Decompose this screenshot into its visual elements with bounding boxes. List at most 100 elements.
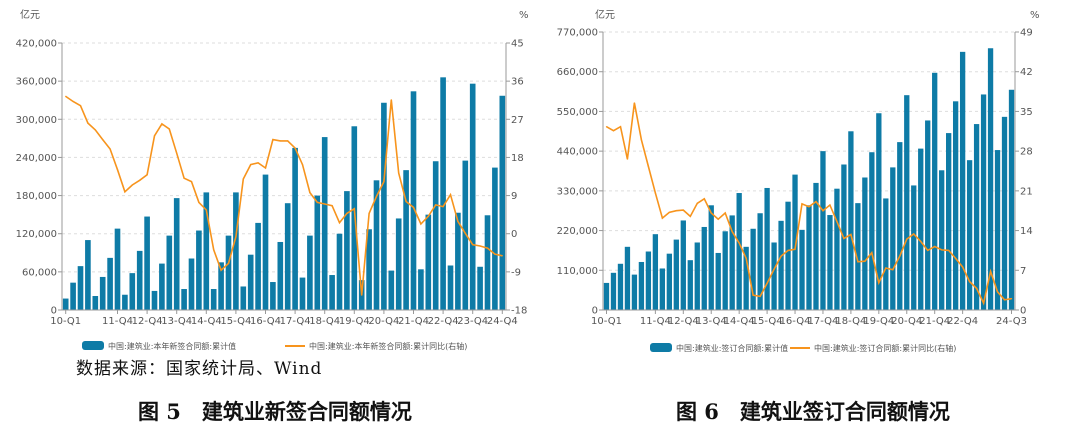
fig5-right-tick-label: -18 <box>511 306 527 317</box>
fig6-bar <box>813 182 819 310</box>
fig6-yoy-point <box>913 233 915 235</box>
fig6-yoy-point <box>766 282 768 284</box>
fig6-bar <box>792 174 798 310</box>
fig5-yoy-point <box>176 152 178 154</box>
fig5-bar <box>166 235 173 310</box>
fig5-yoy-point <box>346 212 348 214</box>
fig5-left-tick-label: 180,000 <box>16 191 57 202</box>
fig5-yoy-point <box>324 203 326 205</box>
fig6-yoy-point <box>808 206 810 208</box>
fig5-bar <box>388 270 395 310</box>
fig6-left-tick-label: 330,000 <box>557 186 598 197</box>
fig5-bar <box>270 282 276 310</box>
fig6-yoy-point <box>934 245 936 248</box>
fig6-yoy-point <box>689 215 691 217</box>
fig6-yoy-point <box>640 139 643 141</box>
fig5-yoy-point <box>139 179 141 181</box>
fig5-bar <box>292 147 298 310</box>
fig5-x-tick-label: 14-Q4 <box>191 316 222 327</box>
fig6-bar <box>624 246 631 310</box>
fig5-bar <box>240 286 247 310</box>
fig5-bar <box>255 222 261 310</box>
fig5-bar <box>277 241 284 310</box>
fig6-bar <box>994 150 1001 310</box>
fig5-left-tick-label: 0 <box>51 306 57 317</box>
fig6-bar <box>897 142 903 310</box>
fig5-bar <box>262 174 269 310</box>
fig6-bar <box>757 213 763 310</box>
fig5-yoy-point <box>146 174 148 176</box>
fig5-yoy-point <box>375 195 378 198</box>
fig5-yoy-point <box>412 206 415 209</box>
fig5-bar <box>99 276 106 310</box>
fig6-bar <box>890 167 896 310</box>
fig5-bar <box>77 266 84 310</box>
fig5-yoy-point <box>183 177 185 179</box>
fig5-yoy-point <box>435 204 437 206</box>
fig5-bar <box>284 203 291 310</box>
fig5-bar <box>477 266 483 310</box>
fig6-x-tick-label: 16-Q4 <box>780 316 811 327</box>
fig6-yoy-point <box>1003 299 1006 301</box>
fig6-bar <box>959 51 966 310</box>
fig5-bar <box>418 269 424 310</box>
fig6-yoy-point <box>1010 298 1013 300</box>
fig5-x-tick-label: 19-Q4 <box>339 316 370 327</box>
fig6-bar <box>743 246 749 310</box>
fig6-right-tick-label: 28 <box>1020 147 1033 158</box>
fig5-bar <box>314 195 321 310</box>
fig5-bar <box>188 258 195 310</box>
fig5-yoy-point <box>486 247 489 249</box>
fig6-yoy-point <box>724 212 726 214</box>
fig5-bar <box>299 277 306 310</box>
fig5-right-tick-label: 0 <box>511 229 517 240</box>
fig6-bar <box>855 203 861 310</box>
fig5-left-tick-label: 240,000 <box>16 153 57 164</box>
fig6-bar <box>1008 89 1015 310</box>
fig5-x-tick-label: 17-Q4 <box>280 316 311 327</box>
fig5-x-tick-label: 13-Q4 <box>161 316 192 327</box>
fig6-bar <box>680 220 686 310</box>
fig6-yoy-point <box>920 240 922 242</box>
fig5-yoy-point <box>316 201 318 203</box>
fig5-right-tick-label: 27 <box>511 115 524 126</box>
fig6-yoy-point <box>899 255 901 257</box>
fig5-bar <box>144 216 150 310</box>
fig5-yoy-point <box>250 164 252 166</box>
fig6-yoy-point <box>850 233 852 236</box>
fig5-x-tick-label: 24-Q4 <box>487 316 518 327</box>
fig6-bar <box>966 160 973 310</box>
fig6-yoy-point <box>675 210 677 212</box>
fig5-bar <box>447 265 454 310</box>
fig5-right-tick-label: 18 <box>511 153 524 164</box>
fig5-yoy-point <box>309 192 311 194</box>
fig6-bar <box>722 231 728 310</box>
fig5-yoy-point <box>190 180 193 183</box>
fig5-yoy-point <box>72 100 74 103</box>
fig5-bar <box>462 160 469 310</box>
fig5-bar <box>484 215 491 310</box>
fig6-x-tick-label: 12-Q4 <box>668 316 699 327</box>
fig6-bar <box>862 177 868 310</box>
fig5-bar <box>381 102 387 310</box>
fig5-yoy-point <box>287 140 289 142</box>
fig5-yoy-point <box>353 208 355 210</box>
fig6-x-tick-label: 24-Q3 <box>996 316 1027 327</box>
fig6-yoy-point <box>822 210 824 212</box>
fig5-yoy-point <box>472 244 474 246</box>
fig6-yoy-point <box>962 266 964 268</box>
fig5-bar <box>425 214 432 310</box>
fig6-yoy-point <box>801 203 803 205</box>
fig6-yoy-point <box>696 202 698 204</box>
fig6-bar <box>736 193 742 310</box>
fig5-left-tick-label: 360,000 <box>16 77 57 88</box>
fig5-bar <box>373 180 380 310</box>
fig6-yoy-point <box>982 302 985 304</box>
fig6-bar <box>673 239 679 310</box>
fig6-bar <box>987 48 994 310</box>
fig6-bar <box>645 251 652 310</box>
fig6-yoy-point <box>780 255 782 257</box>
figure-5-caption: 图 5 建筑业新签合同额情况 <box>138 399 412 424</box>
fig5-bar <box>233 192 239 310</box>
fig5-right-tick-label: 36 <box>511 77 524 88</box>
